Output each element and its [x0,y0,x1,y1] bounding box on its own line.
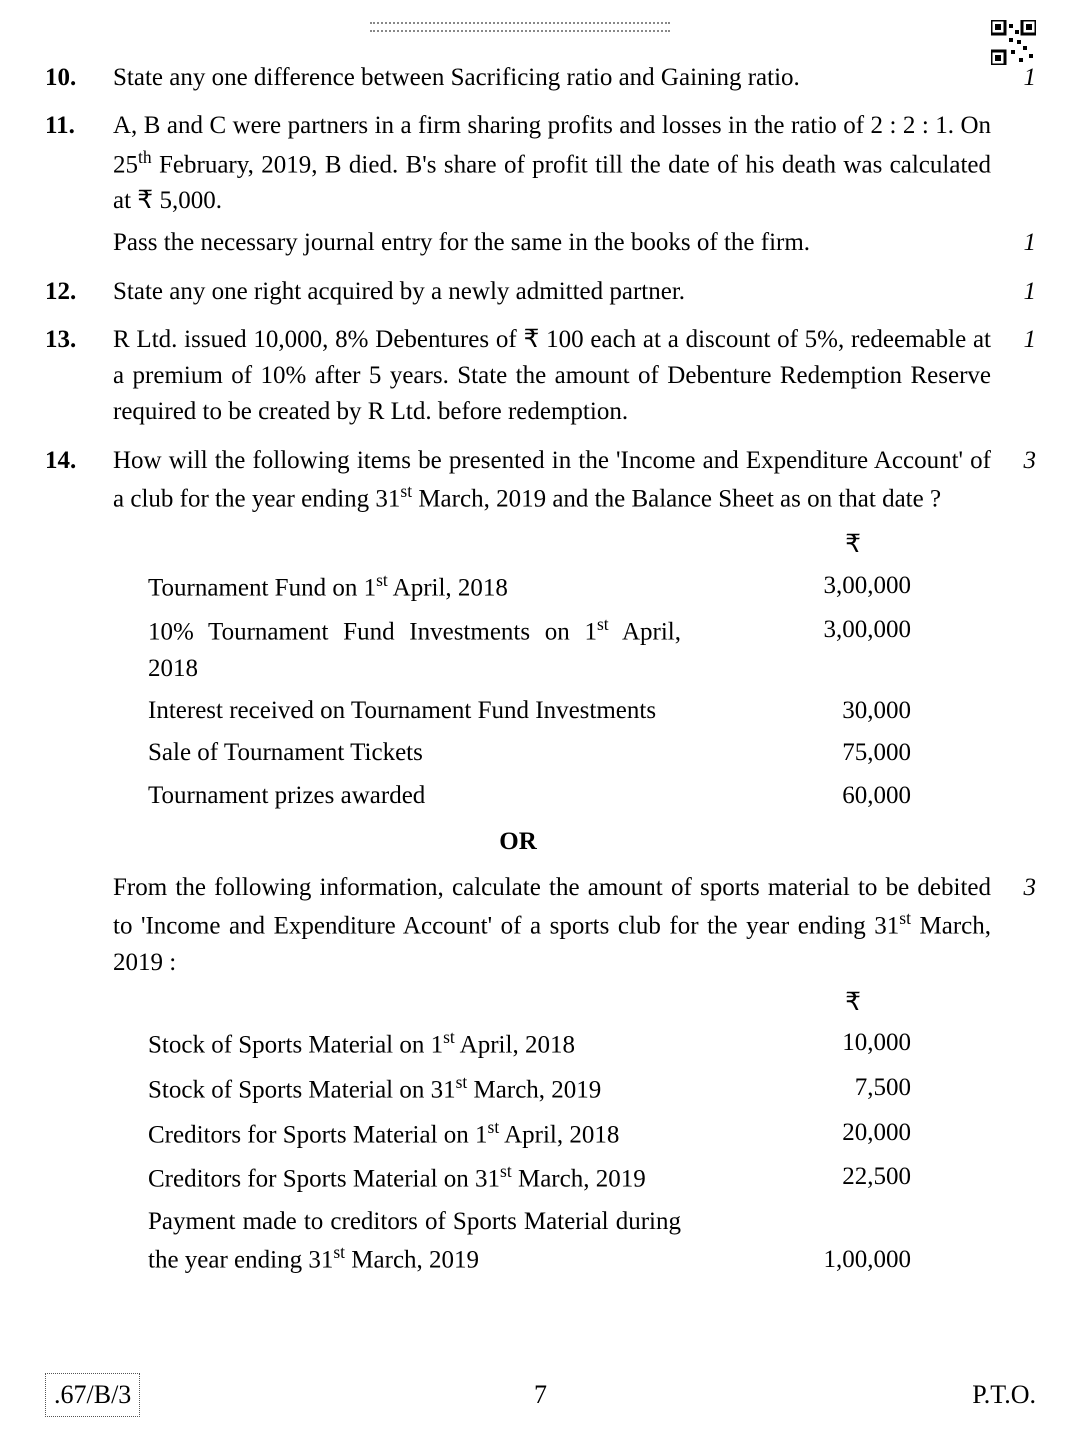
question-body: How will the following items be presente… [113,443,991,524]
table-row: Tournament prizes awarded 60,000 [148,778,991,814]
row-value: 10,000 [681,1025,991,1064]
row-label: Tournament prizes awarded [148,778,681,814]
question-text: Pass the necessary journal entry for the… [113,225,991,261]
question-14-b: From the following information, calculat… [45,870,1036,981]
question-11: 11. A, B and C were partners in a firm s… [45,108,1036,225]
question-text: A, B and C were partners in a firm shari… [113,108,991,219]
question-number: 10. [45,60,113,96]
marks-blank [991,527,1036,870]
question-number: 13. [45,322,113,431]
marks: 1 [991,225,1036,261]
page-footer: .67/B/3 7 P.T.O. [45,1373,1036,1417]
question-text: State any one right acquired by a newly … [113,274,991,310]
table-row: Interest received on Tournament Fund Inv… [148,693,991,729]
table-row: Tournament Fund on 1st April, 2018 3,00,… [148,568,991,607]
row-value: 22,500 [681,1159,991,1198]
question-14: 14. How will the following items be pres… [45,443,1036,524]
currency-header: ₹ [113,527,991,563]
table-row: Creditors for Sports Material on 31st Ma… [148,1159,991,1198]
question-body: A, B and C were partners in a firm shari… [113,108,991,225]
marks-blank [991,985,1036,1284]
currency-header: ₹ [113,985,991,1021]
top-barcode [370,22,670,32]
row-label: Creditors for Sports Material on 31st Ma… [148,1159,681,1198]
marks: 3 [991,870,1036,981]
marks: 1 [991,274,1036,310]
table-row: Creditors for Sports Material on 1st Apr… [148,1115,991,1154]
or-separator: OR [45,824,991,860]
row-value: 3,00,000 [681,612,991,687]
question-12: 12. State any one right acquired by a ne… [45,274,1036,310]
question-text: State any one difference between Sacrifi… [113,60,991,96]
question-number-blank [45,870,113,981]
pto-label: P.T.O. [972,1376,1036,1414]
question-number: 12. [45,274,113,310]
table-row: 10% Tournament Fund Investments on 1st A… [148,612,991,687]
marks: 1 [991,60,1036,96]
table-row: Stock of Sports Material on 1st April, 2… [148,1025,991,1064]
row-value: 3,00,000 [681,568,991,607]
question-text: From the following information, calculat… [113,870,991,981]
row-value: 1,00,000 [681,1242,991,1278]
table-row: Payment made to creditors of Sports Mate… [148,1204,991,1279]
question-number: 14. [45,443,113,524]
question-number-blank [45,527,113,870]
question-11-line2: Pass the necessary journal entry for the… [45,225,1036,261]
row-label: Sale of Tournament Tickets [148,735,681,771]
question-10: 10. State any one difference between Sac… [45,60,1036,96]
question-text: How will the following items be presente… [113,443,991,518]
row-value: 60,000 [681,778,991,814]
row-label: Creditors for Sports Material on 1st Apr… [148,1115,681,1154]
marks-blank [991,108,1036,225]
question-number-blank [45,985,113,1284]
question-number: 11. [45,108,113,225]
row-label: Payment made to creditors of Sports Mate… [148,1204,681,1279]
data-table-b: Stock of Sports Material on 1st April, 2… [148,1025,991,1278]
table-body: ₹ Stock of Sports Material on 1st April,… [113,985,991,1284]
row-value: 75,000 [681,735,991,771]
row-value: 20,000 [681,1115,991,1154]
table-body: ₹ Tournament Fund on 1st April, 2018 3,0… [113,527,991,870]
question-number-blank [45,225,113,261]
paper-code: .67/B/3 [45,1373,140,1417]
table-row: Stock of Sports Material on 31st March, … [148,1070,991,1109]
question-14-table-b: ₹ Stock of Sports Material on 1st April,… [45,985,1036,1284]
marks: 1 [991,322,1036,431]
question-13: 13. R Ltd. issued 10,000, 8% Debentures … [45,322,1036,431]
row-value: 7,500 [681,1070,991,1109]
page-number: 7 [534,1376,547,1414]
row-label: Stock of Sports Material on 1st April, 2… [148,1025,681,1064]
question-text: R Ltd. issued 10,000, 8% Debentures of ₹… [113,322,991,431]
row-value: 30,000 [681,693,991,729]
marks: 3 [991,443,1036,524]
qr-code-icon [991,20,1036,65]
question-14-table-a: ₹ Tournament Fund on 1st April, 2018 3,0… [45,527,1036,870]
table-row: Sale of Tournament Tickets 75,000 [148,735,991,771]
row-label: Tournament Fund on 1st April, 2018 [148,568,681,607]
row-label: Stock of Sports Material on 31st March, … [148,1070,681,1109]
exam-page: 10. State any one difference between Sac… [0,0,1091,1445]
data-table-a: Tournament Fund on 1st April, 2018 3,00,… [148,568,991,814]
row-label: 10% Tournament Fund Investments on 1st A… [148,612,681,687]
row-label: Interest received on Tournament Fund Inv… [148,693,681,729]
